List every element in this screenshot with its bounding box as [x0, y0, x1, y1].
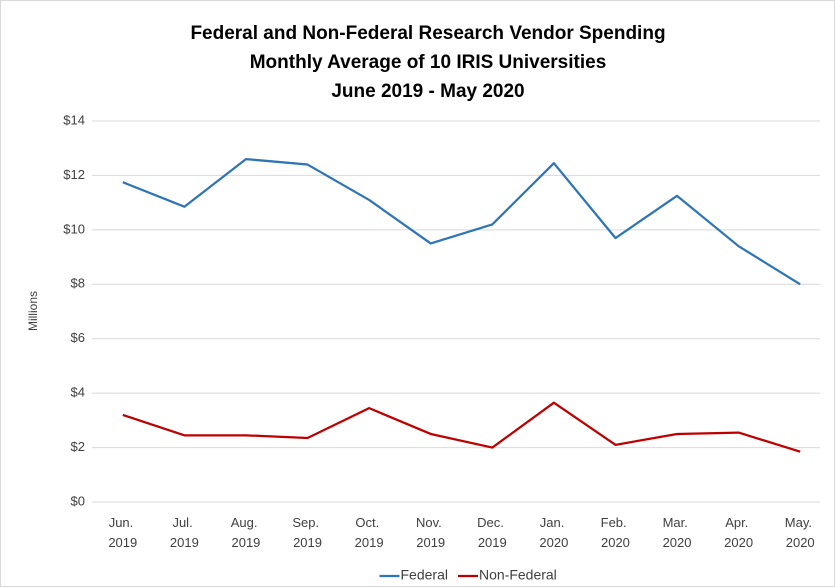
x-tick-label: Apr. 2020 [724, 515, 753, 550]
legend-label: Federal [401, 567, 448, 583]
y-tick-label: $2 [71, 439, 85, 454]
y-tick-label: $0 [71, 493, 85, 508]
y-tick-label: $8 [71, 276, 85, 291]
x-tick-label: Sep. 2019 [292, 515, 322, 550]
y-tick-label: $14 [63, 112, 85, 127]
legend-label: Non-Federal [479, 567, 557, 583]
x-tick-label: Aug. 2019 [231, 515, 261, 550]
y-tick-label: $12 [63, 167, 85, 182]
y-tick-label: $6 [71, 330, 85, 345]
chart-title: June 2019 - May 2020 [331, 81, 524, 102]
x-tick-label: Mar. 2020 [663, 515, 692, 550]
series-line [122, 157, 801, 286]
x-tick-label: Jul. 2019 [170, 515, 199, 550]
x-tick-label: Oct. 2019 [355, 515, 384, 550]
x-tick-label: Nov. 2019 [416, 515, 445, 550]
y-tick-label: $4 [71, 385, 85, 400]
chart-title: Federal and Non-Federal Research Vendor … [190, 23, 665, 44]
chart-title: Monthly Average of 10 IRIS Universities [250, 52, 607, 73]
x-tick-label: Jun. 2019 [108, 515, 137, 550]
series-line [122, 401, 801, 453]
x-tick-label: Jan. 2020 [539, 515, 568, 550]
x-tick-label: Dec. 2019 [477, 515, 507, 550]
x-tick-label: May. 2020 [785, 515, 816, 550]
x-tick-label: Feb. 2020 [601, 515, 631, 550]
y-axis-label: Millions [26, 291, 40, 331]
y-tick-label: $10 [63, 221, 85, 236]
